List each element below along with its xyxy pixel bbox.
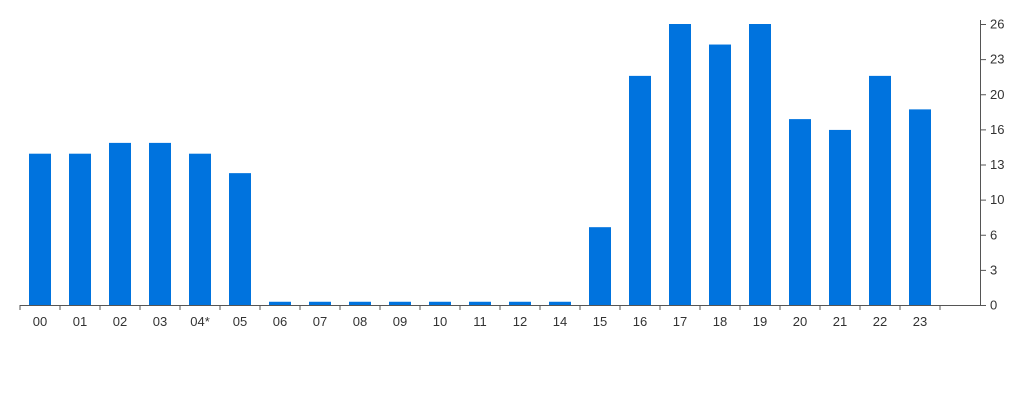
x-tick-label: 23 (913, 314, 927, 329)
x-tick-label: 03 (153, 314, 167, 329)
bar-10 (429, 301, 451, 305)
bar-15 (589, 227, 611, 305)
x-tick-label: 09 (393, 314, 407, 329)
bar-00 (29, 153, 51, 305)
x-tick-label: 10 (433, 314, 447, 329)
x-tick-label: 19 (753, 314, 767, 329)
bar-16 (629, 75, 651, 305)
y-tick-label: 20 (990, 87, 1004, 102)
bar-05 (229, 173, 251, 305)
x-tick-label: 14 (553, 314, 567, 329)
x-tick-label: 04* (190, 314, 210, 329)
y-tick-label: 13 (990, 157, 1004, 172)
y-tick-label: 6 (990, 227, 997, 242)
x-tick-label: 02 (113, 314, 127, 329)
x-tick-label: 22 (873, 314, 887, 329)
bar-23 (909, 109, 931, 305)
y-axis: 0 3 6 10 13 16 20 23 26 (980, 17, 1004, 313)
x-tick-label: 08 (353, 314, 367, 329)
bar-19 (749, 24, 771, 305)
bar-14 (549, 301, 571, 305)
bar-02 (109, 142, 131, 305)
y-tick-label: 10 (990, 192, 1004, 207)
x-tick-label: 12 (513, 314, 527, 329)
bar-08 (349, 301, 371, 305)
bar-20 (789, 119, 811, 305)
y-tick-label: 16 (990, 122, 1004, 137)
bar-01 (69, 153, 91, 305)
x-tick-label: 06 (273, 314, 287, 329)
bar-03 (149, 142, 171, 305)
bar-12 (509, 301, 531, 305)
bars-layer (29, 24, 931, 306)
y-tick-label: 26 (990, 17, 1004, 32)
bar-11 (469, 301, 491, 305)
x-tick-label: 15 (593, 314, 607, 329)
bar-09 (389, 301, 411, 305)
x-tick-label: 21 (833, 314, 847, 329)
x-tick-label: 16 (633, 314, 647, 329)
y-tick-label: 3 (990, 262, 997, 277)
x-axis: 00 01 02 03 04* 05 06 07 08 09 10 11 12 14 15 16 17 18 19 2… (19, 305, 980, 329)
bar-06 (269, 301, 291, 305)
x-tick-label: 05 (233, 314, 247, 329)
bar-22 (869, 75, 891, 305)
bar-18 (709, 44, 731, 306)
bar-17 (669, 24, 691, 305)
bar-21 (829, 129, 851, 305)
bar-04* (189, 153, 211, 305)
x-tick-label: 18 (713, 314, 727, 329)
x-tick-label: 20 (793, 314, 807, 329)
y-tick-label: 23 (990, 52, 1004, 67)
bar-07 (309, 301, 331, 305)
x-tick-label: 01 (73, 314, 87, 329)
y-tick-label: 0 (990, 298, 997, 313)
x-tick-label: 00 (33, 314, 47, 329)
x-tick-label: 17 (673, 314, 687, 329)
x-tick-label: 11 (473, 314, 487, 329)
x-tick-label: 07 (313, 314, 327, 329)
